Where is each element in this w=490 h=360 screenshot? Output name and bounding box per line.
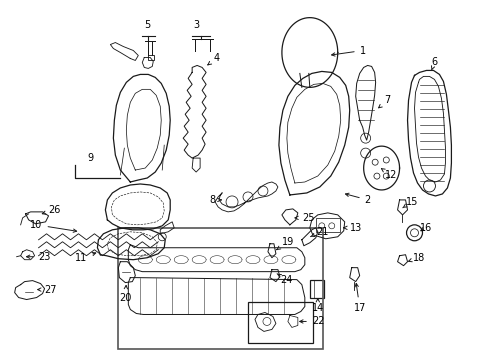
Text: 1: 1 [332,45,366,56]
Text: 23: 23 [26,252,51,262]
Text: 17: 17 [353,283,366,312]
Bar [310,280,324,298]
Bar [248,302,313,343]
Text: 3: 3 [193,19,199,30]
Text: 12: 12 [381,168,397,180]
Text: 2: 2 [345,193,371,205]
Text: 26: 26 [42,205,61,215]
Text: 4: 4 [208,54,219,65]
Text: 14: 14 [312,299,324,312]
Text: 5: 5 [144,19,150,30]
Text: 9: 9 [87,153,94,163]
Bar [119,228,323,349]
Bar [316,218,340,232]
Text: 27: 27 [38,284,57,294]
Text: 7: 7 [379,95,391,108]
Text: 11: 11 [75,252,96,263]
Text: 21: 21 [311,227,328,237]
Text: 22: 22 [300,316,324,327]
Text: 24: 24 [277,274,292,285]
Text: 25: 25 [295,213,315,223]
Text: 10: 10 [30,220,76,232]
Bar [148,55,154,60]
Text: 16: 16 [419,223,432,233]
Text: 20: 20 [119,285,131,302]
Text: 13: 13 [343,223,362,233]
Text: 19: 19 [277,237,294,250]
Text: 6: 6 [431,58,438,70]
Text: 15: 15 [403,197,418,208]
Text: 8: 8 [209,195,221,205]
Text: 18: 18 [409,253,425,263]
